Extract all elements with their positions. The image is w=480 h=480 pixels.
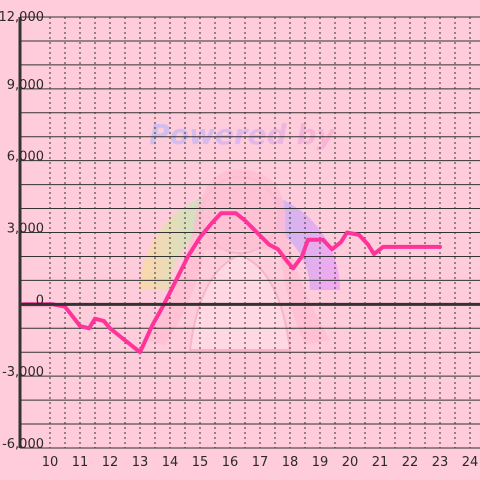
x-tick-label: 22 <box>402 455 419 470</box>
watermark-rainbow-arc <box>140 190 340 290</box>
y-tick-label: 0 <box>36 293 44 308</box>
x-tick-labels: 10 11 12 13 14 15 16 17 18 19 20 21 22 23 24 <box>42 455 479 470</box>
y-tick-label: 9,000 <box>7 78 44 93</box>
y-tick-labels: 12,000 9,000 6,000 3,000 0 -3,000 -6,000 <box>0 10 44 452</box>
y-tick-label: -6,000 <box>2 437 44 452</box>
vertical-grid <box>49 17 471 448</box>
x-tick-label: 14 <box>162 455 179 470</box>
x-tick-label: 16 <box>222 455 239 470</box>
x-tick-label: 12 <box>102 455 119 470</box>
x-tick-label: 24 <box>462 455 479 470</box>
x-tick-label: 15 <box>192 455 209 470</box>
y-tick-label: 3,000 <box>7 222 44 237</box>
y-tick-label: 6,000 <box>7 150 44 165</box>
horizontal-grid <box>20 16 480 449</box>
x-tick-label: 13 <box>132 455 149 470</box>
y-tick-label: 12,000 <box>0 10 44 25</box>
x-tick-label: 20 <box>342 455 359 470</box>
watermark-figure-hair <box>145 169 330 345</box>
x-tick-label: 10 <box>42 455 59 470</box>
axes-layer <box>18 17 480 448</box>
series-line <box>21 211 442 355</box>
x-tick-label: 21 <box>372 455 389 470</box>
x-tick-label: 11 <box>72 455 89 470</box>
x-tick-label: 17 <box>252 455 269 470</box>
y-tick-label: -3,000 <box>2 365 44 380</box>
x-tick-label: 18 <box>282 455 299 470</box>
watermark-text: Powered by <box>149 118 336 151</box>
x-tick-label: 19 <box>312 455 329 470</box>
series-layer <box>21 211 442 355</box>
x-tick-label: 23 <box>432 455 449 470</box>
